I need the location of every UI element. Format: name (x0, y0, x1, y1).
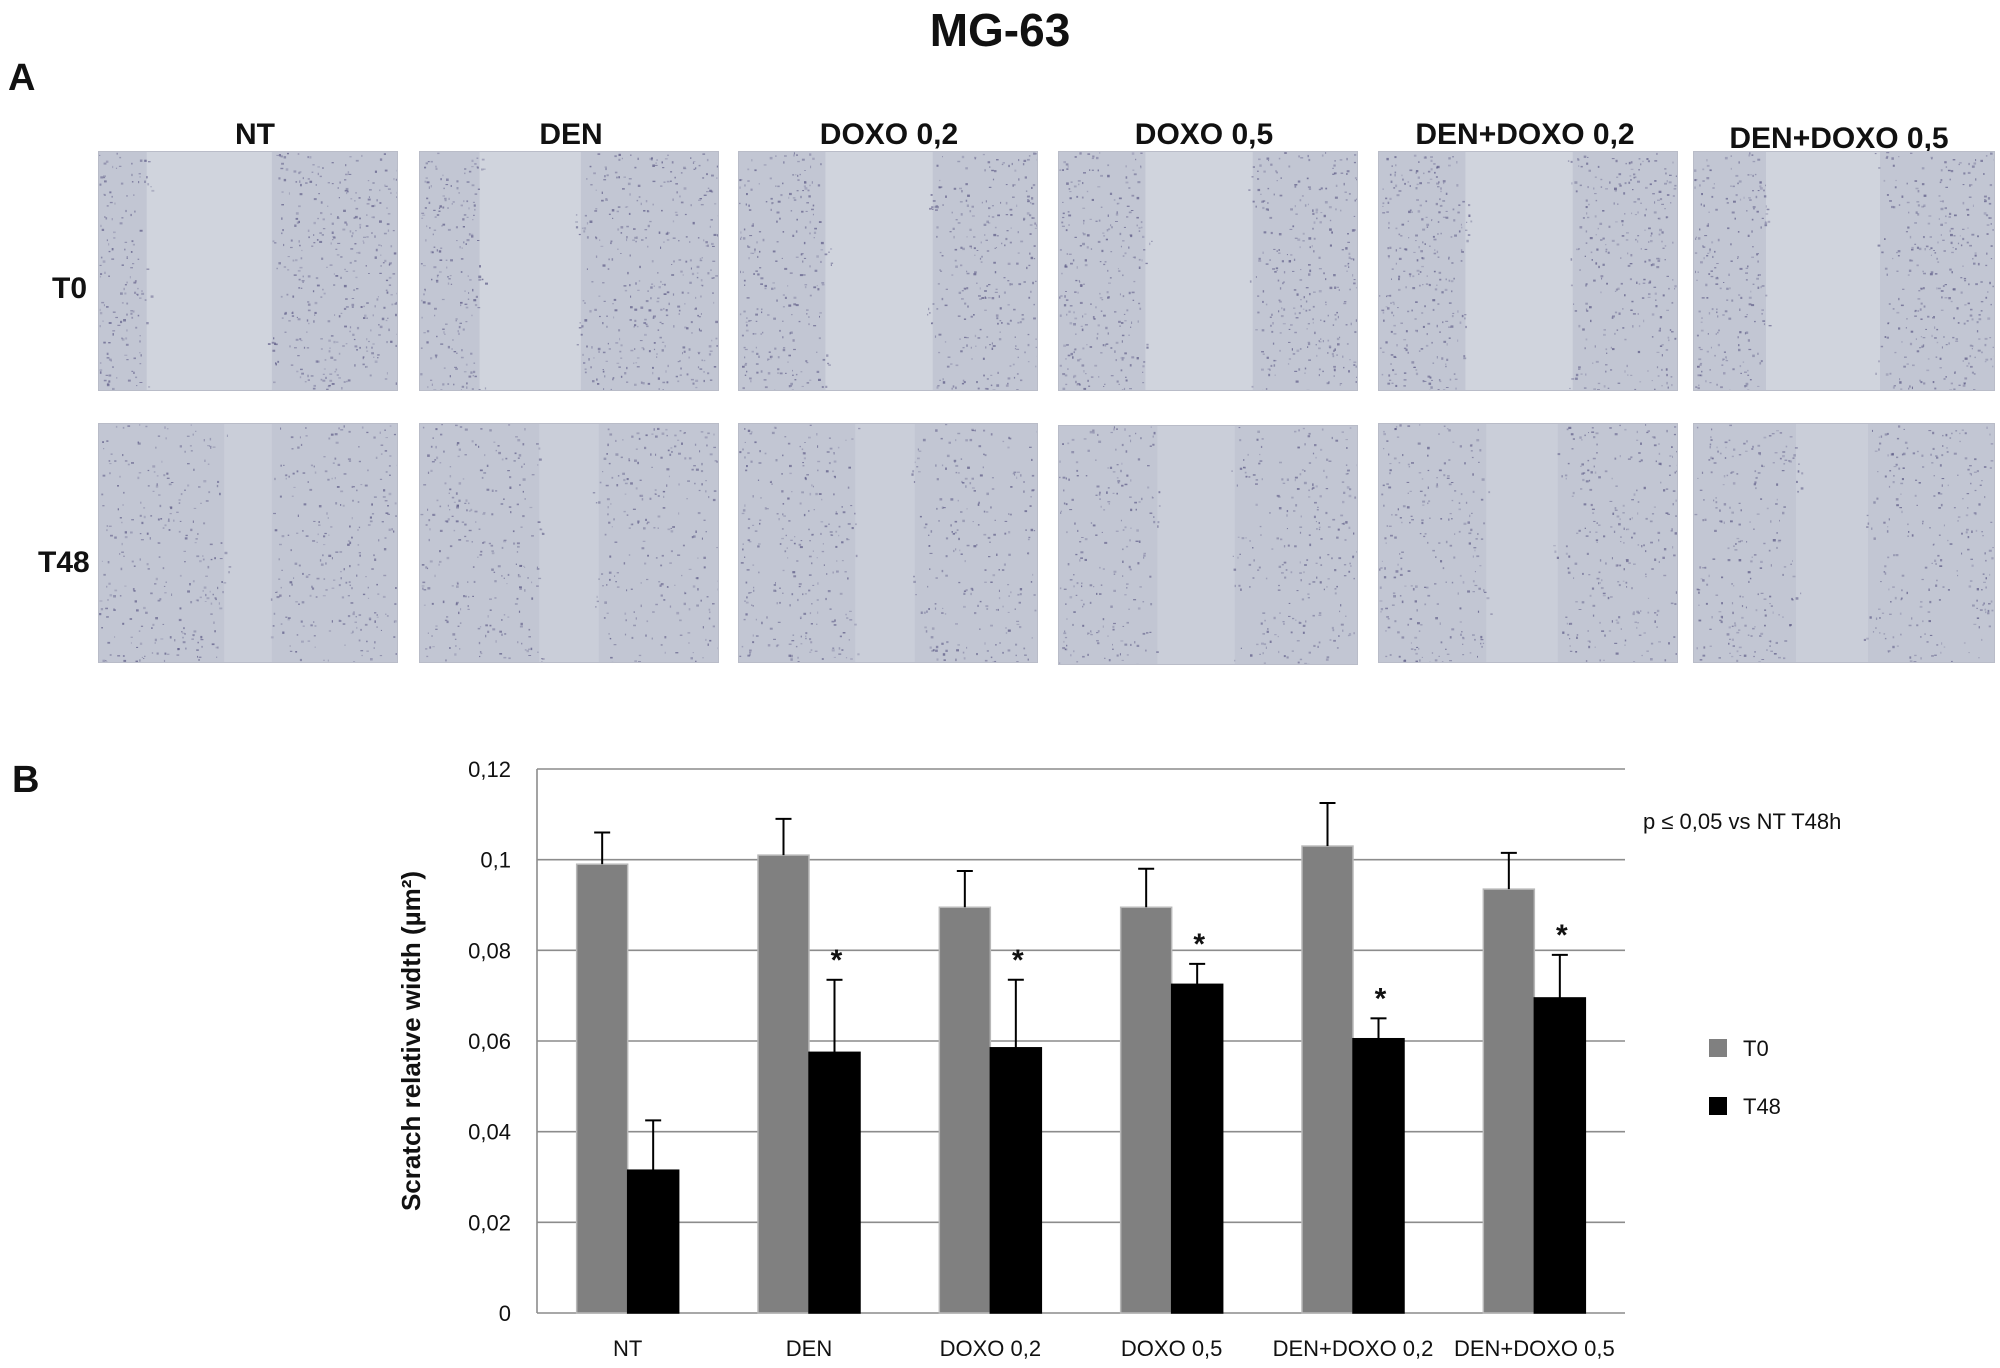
significance-annotation: p ≤ 0,05 vs NT T48h (1643, 809, 1841, 834)
bar-t0 (575, 863, 629, 1314)
significance-marker: * (1193, 928, 1205, 961)
y-tick-label: 0,04 (468, 1120, 511, 1145)
micrograph-den-doxo-0-2-t48 (1378, 423, 1678, 663)
y-tick-label: 0,02 (468, 1210, 511, 1235)
x-tick-label: NT (613, 1336, 642, 1361)
bar-t0 (938, 906, 992, 1314)
condition-label-den-doxo-0-2: DEN+DOXO 0,2 (1415, 118, 1635, 151)
legend-swatch-t0 (1709, 1039, 1727, 1057)
y-tick-label: 0,08 (468, 938, 511, 963)
bar-t0 (757, 854, 810, 1314)
micrograph-doxo-0-2-t0 (738, 151, 1038, 391)
condition-label-doxo-0-2: DOXO 0,2 (819, 118, 959, 151)
legend-label-t0: T0 (1743, 1036, 1769, 1061)
panel-a-label: A (8, 57, 36, 99)
bar-t48 (626, 1169, 680, 1314)
condition-label-den-doxo-0-5: DEN+DOXO 0,5 (1729, 122, 1949, 155)
micrograph-den-doxo-0-2-t0 (1378, 151, 1678, 391)
legend-label-t48: T48 (1743, 1094, 1781, 1119)
x-tick-label: DEN+DOXO 0,2 (1273, 1336, 1434, 1361)
condition-label-doxo-0-5: DOXO 0,5 (1134, 118, 1274, 151)
x-tick-label: DEN (786, 1336, 832, 1361)
significance-marker: * (1375, 982, 1387, 1015)
y-tick-label: 0,12 (468, 757, 511, 782)
micrograph-doxo-0-5-t0 (1058, 151, 1358, 391)
y-tick-label: 0 (499, 1301, 511, 1326)
y-tick-label: 0,06 (468, 1029, 511, 1054)
bar-t48 (989, 1047, 1043, 1314)
micrograph-den-doxo-0-5-t0 (1693, 151, 1995, 391)
condition-label-nt: NT (235, 118, 275, 151)
significance-marker: * (831, 944, 843, 977)
row-label-t48: T48 (38, 546, 90, 579)
y-axis-title: Scratch relative width (µm²) (396, 871, 426, 1211)
condition-label-den: DEN (539, 118, 603, 151)
bar-t48 (1352, 1037, 1405, 1314)
micrograph-nt-t0 (98, 151, 398, 391)
micrograph-den-t48 (419, 423, 719, 663)
bar-t48 (808, 1051, 861, 1314)
x-tick-label: DOXO 0,5 (1121, 1336, 1222, 1361)
micrograph-den-doxo-0-5-t48 (1693, 423, 1995, 663)
significance-marker: * (1012, 944, 1024, 977)
significance-marker: * (1556, 919, 1568, 952)
x-tick-label: DOXO 0,2 (940, 1336, 1041, 1361)
legend-swatch-t48 (1709, 1097, 1727, 1115)
panel-b-label: B (12, 759, 40, 801)
micrograph-doxo-0-5-t48 (1058, 425, 1358, 665)
bar-t48 (1533, 997, 1587, 1314)
y-tick-label: 0,1 (480, 848, 511, 873)
micrograph-doxo-0-2-t48 (738, 423, 1038, 663)
bar-t0 (1301, 845, 1354, 1314)
figure-title: MG-63 (929, 4, 1071, 56)
bar-t48 (1170, 983, 1224, 1314)
bar-t0 (1119, 906, 1173, 1314)
micrograph-nt-t48 (98, 423, 398, 663)
bar-t0 (1482, 888, 1536, 1314)
x-tick-label: DEN+DOXO 0,5 (1454, 1336, 1615, 1361)
row-label-t0: T0 (52, 272, 88, 305)
micrograph-den-t0 (419, 151, 719, 391)
